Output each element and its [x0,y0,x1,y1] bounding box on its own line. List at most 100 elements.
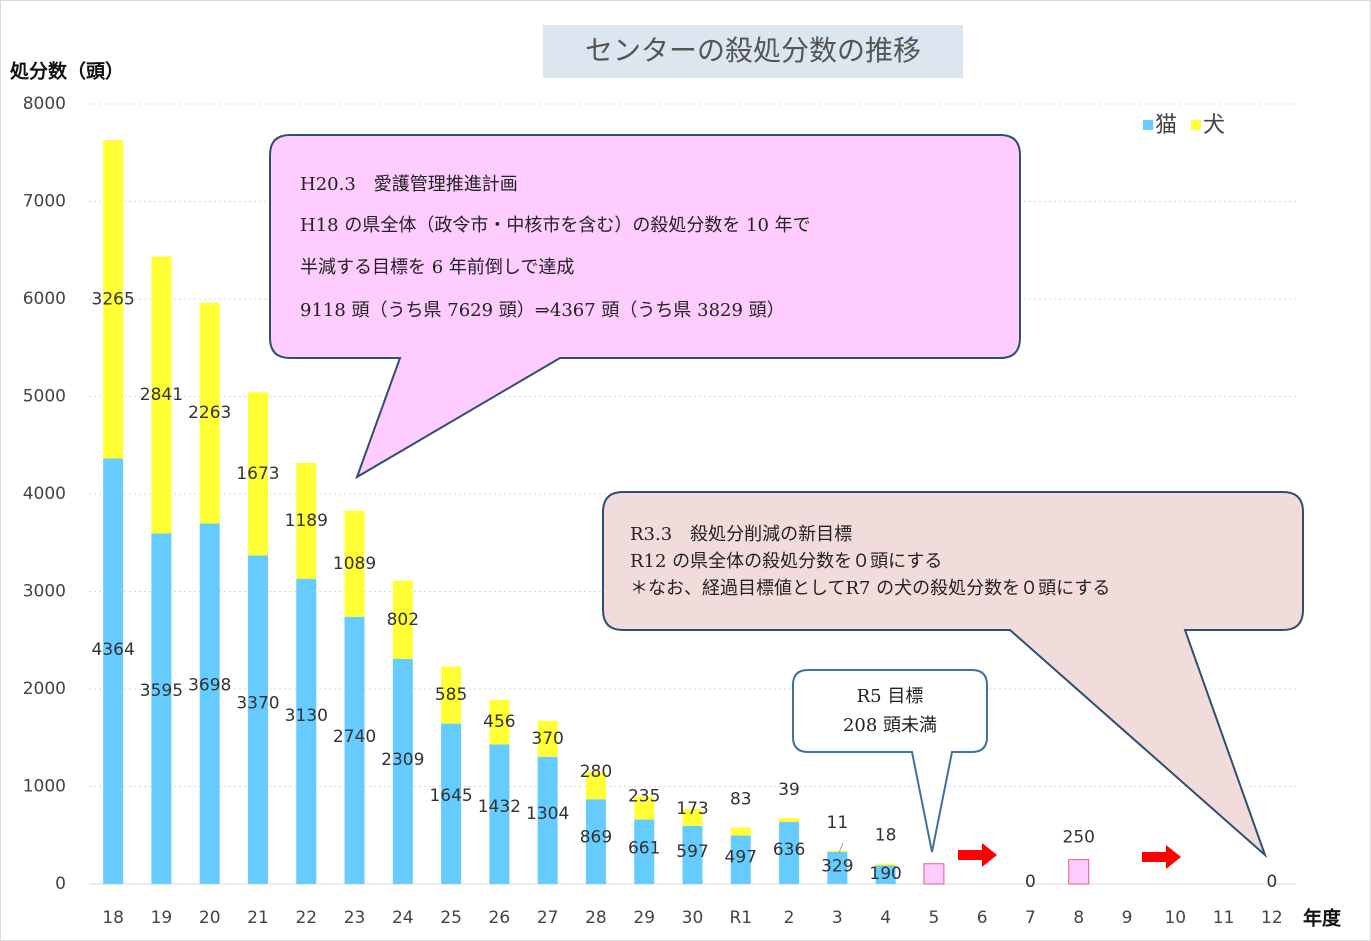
data-label: 3370 [236,693,279,713]
bar [296,462,317,579]
bar [151,256,172,534]
chart-title: センターの殺処分数の推移 [585,34,921,67]
legend-swatch [1143,120,1153,130]
y-tick-label: 3000 [23,582,66,602]
callout-text: 半減する目標を 6 年前倒しで達成 [300,257,574,278]
x-tick-label: 20 [199,908,221,928]
bar [199,302,220,524]
callout-text: H18 の県全体（政令市・中核市を含む）の殺処分数を 10 年で [300,215,811,236]
bar [344,510,365,617]
data-label: 1189 [285,511,328,531]
x-tick-label: 26 [489,908,511,928]
bar [296,578,317,884]
bar [151,533,172,884]
x-tick-label: 28 [585,908,607,928]
data-label: 597 [676,842,708,862]
data-label: 1645 [429,786,472,806]
bar [682,808,703,826]
data-label: 1304 [526,804,569,824]
bar [392,580,413,659]
bar [730,835,751,884]
bar [1068,859,1090,885]
data-label: 329 [821,856,853,876]
bar [634,796,655,820]
legend-label: 猫 [1155,113,1177,138]
leader-line [838,842,844,854]
y-tick-label: 1000 [23,777,66,797]
data-label: 0 [1025,872,1036,892]
data-label: 1673 [236,464,279,484]
x-tick-label: 11 [1213,908,1235,928]
bar [392,658,413,884]
x-tick-label: 27 [537,908,559,928]
bar [344,616,365,884]
callout-text: R12 の県全体の殺処分数を０頭にする [630,551,942,572]
data-label: 235 [628,787,660,807]
bar [489,699,510,745]
callout-text: ＊なお、経過目標値としてR7 の犬の殺処分数を０頭にする [630,578,1110,599]
x-axis-label: 年度 [1303,907,1342,930]
x-tick-label: 18 [102,908,124,928]
x-tick-label: 7 [1025,908,1036,928]
x-tick-label: 3 [832,908,843,928]
x-tick-label: 30 [682,908,704,928]
bar [779,818,800,822]
bar [537,756,558,884]
data-label: 0 [1266,872,1277,892]
x-tick-label: 5 [928,908,939,928]
x-tick-label: 24 [392,908,414,928]
x-tick-label: 19 [151,908,173,928]
data-label: 2841 [140,385,183,405]
data-label: 456 [483,712,515,732]
data-label: 802 [387,610,419,630]
x-tick-label: 12 [1261,908,1283,928]
callout [792,669,988,853]
x-tick-label: 4 [880,908,891,928]
bar [585,771,606,800]
data-label: 636 [773,840,805,860]
y-tick-label: 6000 [23,289,66,309]
x-tick-label: R1 [729,908,752,928]
bar [730,827,751,836]
bar [247,392,268,556]
title-box [543,25,963,78]
data-label: 1432 [478,797,521,817]
y-tick-label: 0 [55,874,66,894]
data-label: 3698 [188,676,231,696]
callout-text: H20.3 愛護管理推進計画 [300,174,518,195]
x-tick-label: 21 [247,908,269,928]
callout [269,134,1021,480]
data-label: 11 [827,813,849,833]
legend-swatch [1191,120,1201,130]
plot: 0100020003000400050006000700080001843643… [23,94,1296,928]
callout-text: R3.3 殺処分削減の新目標 [630,524,852,545]
callout-text: 208 頭未満 [843,715,937,736]
bar [103,458,124,884]
y-tick-label: 8000 [23,94,66,114]
data-label: 2740 [333,727,376,747]
x-tick-label: 25 [440,908,462,928]
data-label: 39 [778,780,800,800]
data-label: 173 [676,799,708,819]
bar [923,863,945,885]
bar [875,865,896,884]
bar [827,851,848,884]
data-label: 280 [580,762,612,782]
y-axis-label: 処分数（頭） [10,60,124,83]
data-label: 585 [435,685,467,705]
bar [441,666,462,724]
bar [247,555,268,884]
x-tick-label: 22 [295,908,317,928]
bar [779,821,800,884]
bar [441,723,462,884]
bar [103,140,124,459]
y-tick-label: 7000 [23,192,66,212]
data-label: 661 [628,839,660,859]
y-tick-label: 4000 [23,484,66,504]
data-label: 3130 [285,706,328,726]
bar [537,720,558,757]
x-tick-label: 29 [633,908,655,928]
data-label: 18 [875,826,897,846]
data-label: 370 [531,729,563,749]
